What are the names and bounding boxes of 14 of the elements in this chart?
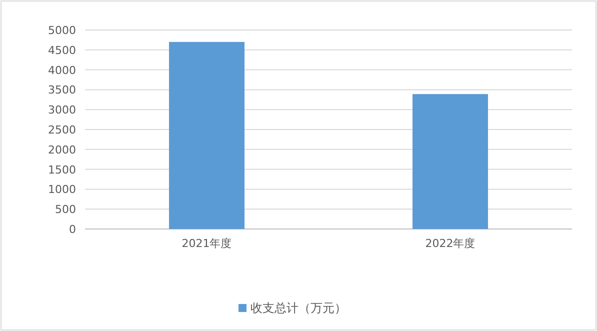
x-tick-label: 2022年度	[425, 237, 476, 250]
y-tick-label: 3000	[48, 104, 76, 117]
y-tick-label: 3500	[48, 84, 76, 97]
y-tick-label: 4500	[48, 44, 76, 57]
y-tick-label: 4000	[48, 64, 76, 77]
y-tick-label: 1000	[48, 183, 76, 196]
y-tick-label: 2000	[48, 143, 76, 156]
y-tick-label: 500	[55, 203, 76, 216]
y-tick-label: 2500	[48, 124, 76, 136]
y-tick-label: 1500	[48, 163, 76, 176]
legend-label: 收支总计（万元）	[250, 301, 346, 315]
y-tick-label: 5000	[48, 24, 76, 37]
x-tick-label: 2021年度	[182, 237, 232, 250]
y-tick-label: 0	[69, 223, 76, 236]
